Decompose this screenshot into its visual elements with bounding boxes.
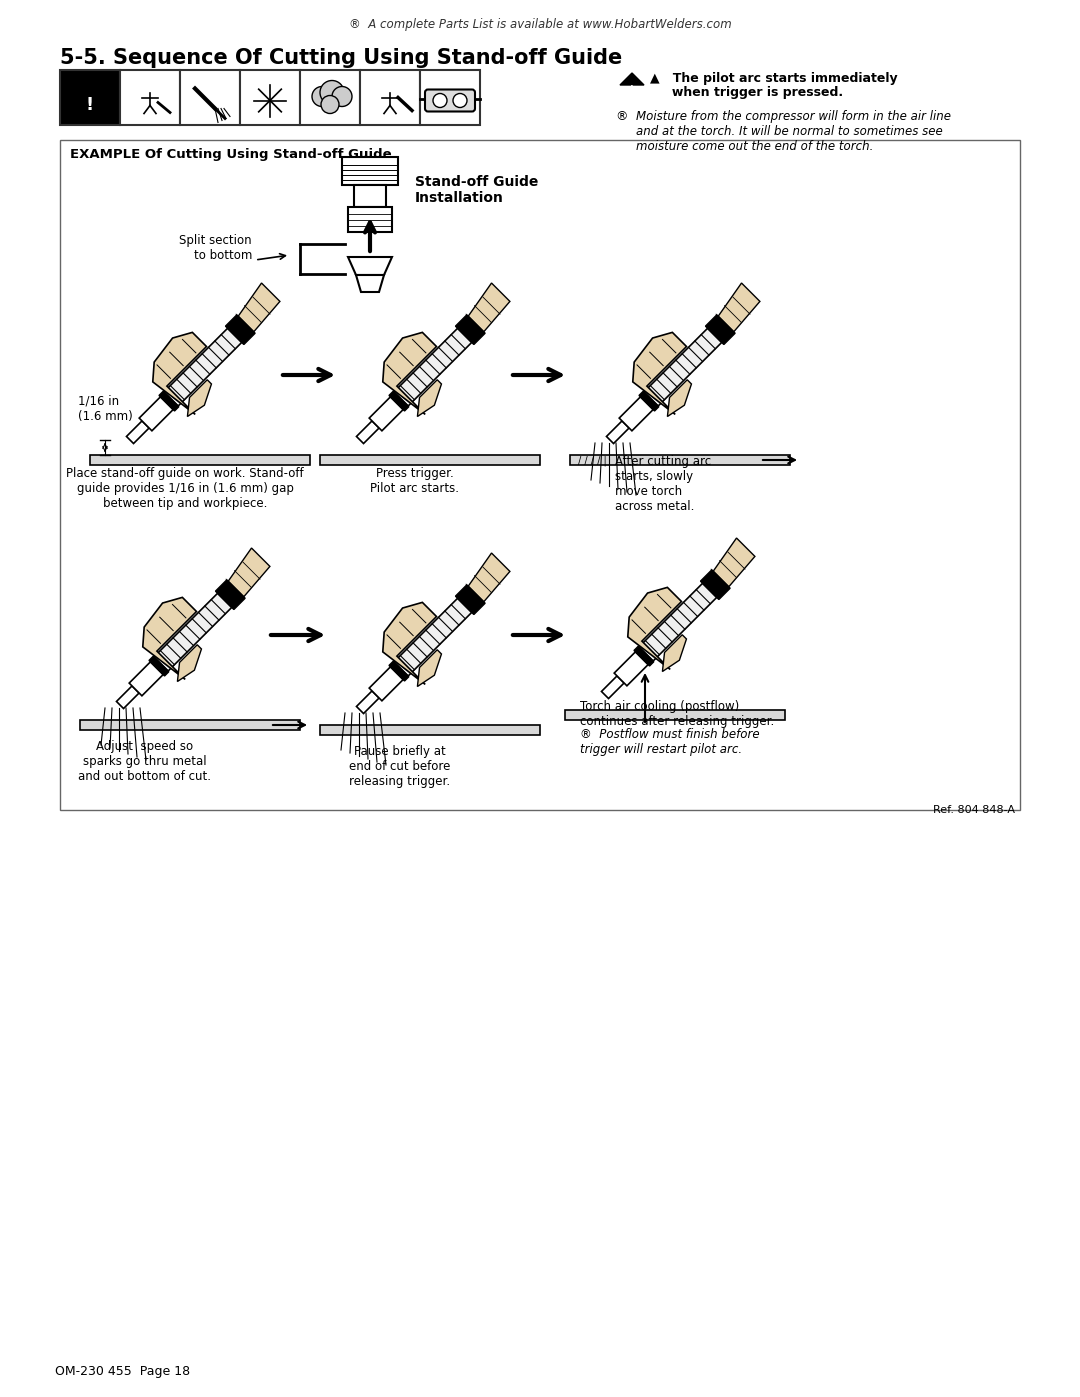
Polygon shape <box>369 397 403 430</box>
Polygon shape <box>356 420 379 443</box>
Text: Press trigger.
Pilot arc starts.: Press trigger. Pilot arc starts. <box>370 467 459 495</box>
Polygon shape <box>456 314 485 345</box>
Text: EXAMPLE Of Cutting Using Stand-off Guide: EXAMPLE Of Cutting Using Stand-off Guide <box>70 148 392 161</box>
Polygon shape <box>633 332 687 415</box>
Text: Split section
to bottom: Split section to bottom <box>179 235 252 263</box>
Polygon shape <box>152 332 206 415</box>
Text: Moisture from the compressor will form in the air line
and at the torch. It will: Moisture from the compressor will form i… <box>636 110 951 154</box>
Circle shape <box>312 87 332 106</box>
Polygon shape <box>215 580 245 609</box>
Circle shape <box>321 95 339 113</box>
Circle shape <box>320 81 345 105</box>
Polygon shape <box>627 587 681 669</box>
Polygon shape <box>177 645 202 682</box>
Polygon shape <box>701 570 730 599</box>
Bar <box>320 725 540 735</box>
Text: Torch air cooling (postflow)
continues after releasing trigger.: Torch air cooling (postflow) continues a… <box>580 700 774 728</box>
Polygon shape <box>662 634 687 672</box>
Bar <box>60 70 120 124</box>
Polygon shape <box>348 257 392 275</box>
Bar <box>354 184 386 207</box>
Polygon shape <box>139 397 173 430</box>
Polygon shape <box>149 657 168 676</box>
Polygon shape <box>228 548 270 597</box>
FancyBboxPatch shape <box>426 89 475 112</box>
Polygon shape <box>356 692 379 714</box>
Polygon shape <box>602 676 624 698</box>
Polygon shape <box>713 538 755 587</box>
Polygon shape <box>620 73 644 85</box>
Bar <box>342 156 399 184</box>
Bar <box>565 710 785 719</box>
Text: / / / / |: / / / / | <box>578 455 607 465</box>
Text: !: ! <box>630 85 634 94</box>
Polygon shape <box>188 380 212 416</box>
Polygon shape <box>417 380 442 416</box>
Polygon shape <box>639 391 659 411</box>
Polygon shape <box>394 328 472 407</box>
Polygon shape <box>469 553 510 602</box>
Text: 5-5. Sequence Of Cutting Using Stand-off Guide: 5-5. Sequence Of Cutting Using Stand-off… <box>60 47 622 68</box>
Polygon shape <box>389 661 409 680</box>
Bar <box>300 70 360 124</box>
Bar <box>60 140 1020 810</box>
Circle shape <box>453 94 467 108</box>
Text: Pause briefly at
end of cut before
releasing trigger.: Pause briefly at end of cut before relea… <box>349 745 450 788</box>
Bar <box>180 70 240 124</box>
Text: OM-230 455  Page 18: OM-230 455 Page 18 <box>55 1365 190 1377</box>
Bar <box>120 70 180 124</box>
Text: After cutting arc
starts, slowly
move torch
across metal.: After cutting arc starts, slowly move to… <box>615 455 711 513</box>
Polygon shape <box>143 598 197 679</box>
Polygon shape <box>417 650 442 686</box>
Polygon shape <box>389 391 409 411</box>
Bar <box>240 70 300 124</box>
Polygon shape <box>394 598 472 676</box>
Polygon shape <box>634 647 653 666</box>
Polygon shape <box>239 284 280 332</box>
Polygon shape <box>164 328 242 407</box>
Polygon shape <box>607 420 629 443</box>
Bar <box>80 719 300 731</box>
Text: when trigger is pressed.: when trigger is pressed. <box>650 87 843 99</box>
Polygon shape <box>667 380 691 416</box>
Text: Stand-off Guide
Installation: Stand-off Guide Installation <box>415 175 538 205</box>
Text: !: ! <box>86 95 94 113</box>
Bar <box>348 207 392 232</box>
Polygon shape <box>356 275 384 292</box>
Text: Place stand-off guide on work. Stand-off
guide provides 1/16 in (1.6 mm) gap
bet: Place stand-off guide on work. Stand-off… <box>66 467 303 510</box>
Circle shape <box>332 87 352 106</box>
Polygon shape <box>718 284 760 332</box>
Bar <box>320 455 540 465</box>
Bar <box>360 70 420 124</box>
Polygon shape <box>619 397 653 430</box>
Polygon shape <box>117 686 139 708</box>
Text: Adjust  speed so
sparks go thru metal
and out bottom of cut.: Adjust speed so sparks go thru metal and… <box>79 740 212 782</box>
Polygon shape <box>154 594 232 671</box>
Polygon shape <box>159 391 179 411</box>
Polygon shape <box>469 284 510 332</box>
Polygon shape <box>72 84 108 115</box>
Polygon shape <box>226 314 255 345</box>
Bar <box>570 455 789 465</box>
Polygon shape <box>382 332 436 415</box>
Text: ®: ® <box>615 110 627 123</box>
Polygon shape <box>126 420 149 443</box>
Text: 1/16 in
(1.6 mm): 1/16 in (1.6 mm) <box>78 395 133 423</box>
Text: ▲   The pilot arc starts immediately: ▲ The pilot arc starts immediately <box>650 73 897 85</box>
Polygon shape <box>456 585 485 615</box>
Polygon shape <box>644 328 721 407</box>
Polygon shape <box>130 662 163 696</box>
Bar <box>90 455 310 465</box>
Polygon shape <box>639 584 717 661</box>
Polygon shape <box>615 652 648 686</box>
Text: ®  Postflow must finish before
trigger will restart pilot arc.: ® Postflow must finish before trigger wi… <box>580 728 759 756</box>
Polygon shape <box>369 666 403 701</box>
Bar <box>420 70 480 124</box>
Polygon shape <box>705 314 735 345</box>
Text: Ref. 804 848-A: Ref. 804 848-A <box>933 805 1015 814</box>
Circle shape <box>433 94 447 108</box>
Polygon shape <box>382 602 436 685</box>
Text: ®  A complete Parts List is available at www.HobartWelders.com: ® A complete Parts List is available at … <box>349 18 731 31</box>
